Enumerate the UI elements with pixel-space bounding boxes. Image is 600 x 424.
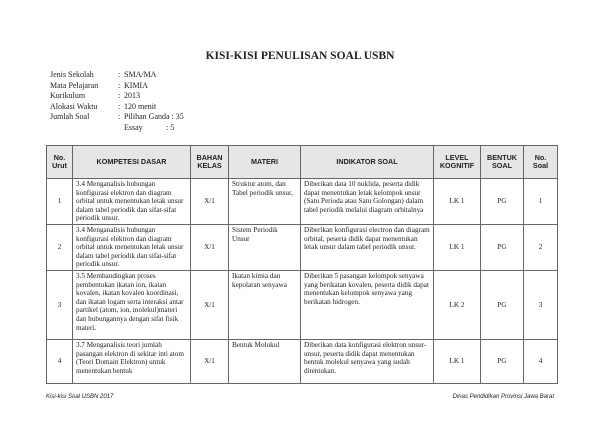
info-value: SMA/MA (124, 70, 157, 79)
info-label: Alokasi Waktu (50, 101, 98, 111)
table-cell: 3.4 Menganalisis hubungan konfigurasi el… (72, 178, 191, 225)
table-cell: 1 (523, 178, 558, 225)
table-cell: 3 (523, 269, 558, 340)
info-label: Kurikulum (50, 91, 86, 101)
info-row: Mata Pelajaran: KIMIA (50, 80, 148, 90)
info-value: : 5 (166, 122, 175, 132)
table-cell: X/1 (190, 269, 229, 340)
info-row: Jenis Sekolah: SMA/MA (50, 70, 157, 79)
table-cell: LK 1 (433, 178, 481, 225)
info-value: 120 menit (124, 101, 157, 111)
info-row: Jumlah Soal: Pilihan Ganda : 35 (50, 112, 184, 122)
table-cell: 4 (523, 338, 558, 384)
info-row: Alokasi Waktu:120 menit (50, 101, 157, 111)
table-row: 1 3.4 Menganalisis hubungan konfigurasi e… (46, 178, 558, 225)
column-header: BAHAN KELAS (190, 145, 229, 179)
table-cell: X/1 (190, 178, 229, 225)
column-header: No. Soal (523, 145, 558, 179)
table-cell: 1 (46, 178, 73, 225)
table-cell: X/1 (190, 223, 229, 271)
table-cell: Diberikan data 10 nuklida, peserta didik… (300, 178, 434, 225)
table-cell: PG (480, 269, 524, 340)
table-cell: X/1 (190, 338, 229, 384)
table-cell: Diberikan 5 pasangan kelompok senyawa ya… (300, 269, 434, 340)
column-header: No. Urut (46, 145, 73, 179)
column-header: BENTUK SOAL (480, 145, 524, 179)
column-header: INDIKATOR SOAL (300, 145, 434, 179)
table-cell: Diberikan konfigurasi electron dan diagr… (300, 223, 434, 271)
info-value: Pilihan Ganda : 35 (124, 112, 184, 122)
table-cell: 3.4 Menganalisis hubungan konfigurasi el… (72, 223, 191, 271)
table-row: 3 3.5 Membandingkan proses pembentukan ik… (46, 269, 558, 340)
column-header: KOMPETESI DASAR (72, 145, 191, 179)
table-cell: LK 2 (433, 269, 481, 340)
table-cell: PG (480, 223, 524, 271)
info-value: KIMIA (124, 80, 148, 90)
table-cell: Diberikan data konfigurasi elektron unsu… (300, 338, 434, 384)
table-cell: PG (480, 338, 524, 384)
document-info: Jenis Sekolah: SMA/MA Mata Pelajaran: KIMI… (50, 70, 184, 134)
table-cell: Struktur atom, dan Tabel periodik unsur, (228, 178, 301, 225)
info-label: Jumlah Soal (50, 112, 90, 122)
table-row: 2 3.4 Menganalisis hubungan konfigurasi e… (46, 223, 558, 271)
table-cell: PG (480, 178, 524, 225)
table-cell: 3 (46, 269, 73, 340)
kisi-kisi-table: No. Urut KOMPETESI DASAR BAHAN KELAS MATERI… (46, 145, 558, 384)
page-title: KISI-KISI PENULISAN SOAL USBN (205, 50, 395, 62)
table-cell: 2 (46, 223, 73, 271)
info-value: 2013 (124, 91, 140, 101)
table-cell: 2 (523, 223, 558, 271)
table-row: 4 3.7 Menganalisis teori jumlah pasangan … (46, 338, 558, 384)
table-cell: Ikatan kimia dan kepolaran senyawa (228, 269, 301, 340)
info-label: Essay (124, 122, 143, 132)
info-row-essay: Essay : 5 (50, 123, 184, 134)
table-cell: 4 (46, 338, 73, 384)
column-header: MATERI (228, 145, 301, 179)
info-label: Mata Pelajaran (50, 80, 99, 90)
table-cell: 3.5 Membandingkan proses pembentukan ika… (72, 269, 191, 340)
column-header: LEVEL KOGNITIF (433, 145, 481, 179)
table-cell: Bentuk Molukul (228, 338, 301, 384)
footer-right: Dinas Pendidikan Provinsi Jawa Barat (452, 394, 554, 400)
footer-left: Kisi-kisi Soal USBN 2017 (46, 394, 114, 400)
table-header-row: No. Urut KOMPETESI DASAR BAHAN KELAS MATERI… (46, 145, 558, 179)
table-cell: LK 1 (433, 223, 481, 271)
info-label: Jenis Sekolah (50, 70, 94, 79)
info-row: Kurikulum:2013 (50, 91, 140, 101)
table-cell: Sistem Periodik Unsur (228, 223, 301, 271)
table-cell: 3.7 Menganalisis teori jumlah pasangan e… (72, 338, 191, 384)
table-cell: LK 1 (433, 338, 481, 384)
